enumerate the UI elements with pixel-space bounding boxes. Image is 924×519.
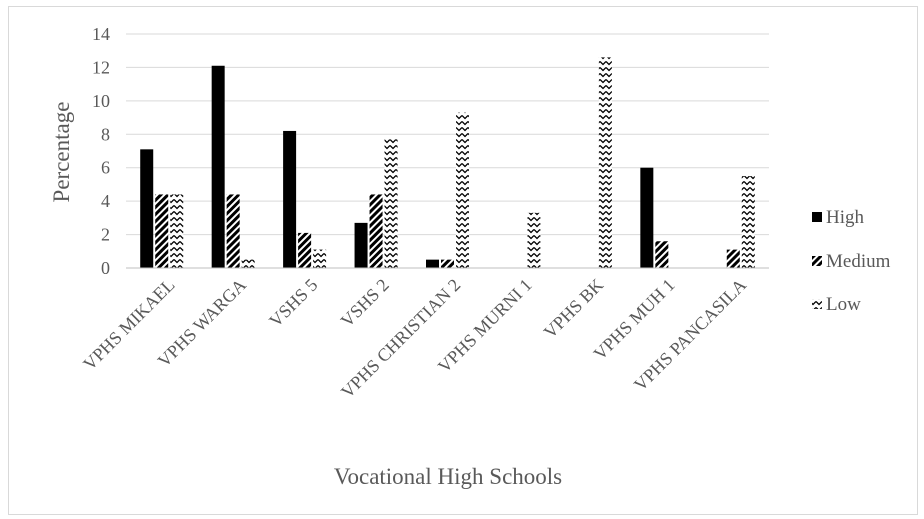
- y-tick-label: 12: [92, 57, 110, 77]
- legend: High Medium Low: [812, 207, 891, 315]
- y-tick-label: 6: [101, 158, 110, 178]
- y-tick-label: 10: [92, 91, 110, 111]
- bar-high-3: [354, 222, 368, 268]
- x-category-label: VPHS CHRISTIAN 2: [337, 275, 464, 402]
- bar-medium-3: [369, 194, 383, 268]
- bar-low-1: [241, 259, 255, 268]
- legend-label-low: Low: [826, 294, 861, 315]
- legend-label-high: High: [826, 207, 865, 228]
- y-tick-label: 0: [101, 258, 110, 278]
- y-tick-label: 14: [92, 24, 110, 44]
- bar-low-6: [598, 57, 612, 269]
- legend-swatch-low: [812, 299, 822, 309]
- bar-high-0: [140, 149, 154, 268]
- bar-medium-2: [298, 232, 312, 268]
- y-tick-label: 4: [101, 191, 110, 211]
- bar-high-4: [426, 259, 439, 268]
- bar-low-0: [170, 194, 184, 268]
- bar-medium-1: [226, 194, 240, 268]
- x-category-label: VSHS 2: [337, 275, 393, 331]
- y-tick-label: 8: [101, 124, 110, 144]
- bar-low-8: [741, 176, 755, 268]
- legend-swatch-high: [812, 212, 822, 222]
- bar-low-5: [527, 212, 541, 268]
- bar-medium-8: [726, 249, 740, 268]
- legend-swatch-medium: [812, 256, 822, 266]
- x-category-label: VPHS BK: [540, 275, 608, 343]
- legend-label-medium: Medium: [826, 251, 891, 272]
- bar-high-1: [211, 65, 225, 268]
- bar-high-7: [640, 167, 654, 268]
- bar-high-2: [283, 130, 297, 268]
- bars: [140, 57, 755, 269]
- bar-medium-7: [655, 241, 669, 268]
- bar-low-2: [313, 249, 327, 268]
- bar-medium-4: [441, 259, 454, 268]
- bar-low-4: [456, 112, 469, 268]
- x-axis-title: Vocational High Schools: [334, 464, 562, 489]
- y-axis-ticks: 0 2 4 6 8 10 12 14: [92, 24, 110, 278]
- x-category-label: VSHS 5: [265, 275, 321, 331]
- bar-low-3: [384, 139, 398, 268]
- y-tick-label: 2: [101, 225, 110, 245]
- bar-medium-0: [155, 194, 169, 268]
- y-axis-title: Percentage: [49, 102, 74, 203]
